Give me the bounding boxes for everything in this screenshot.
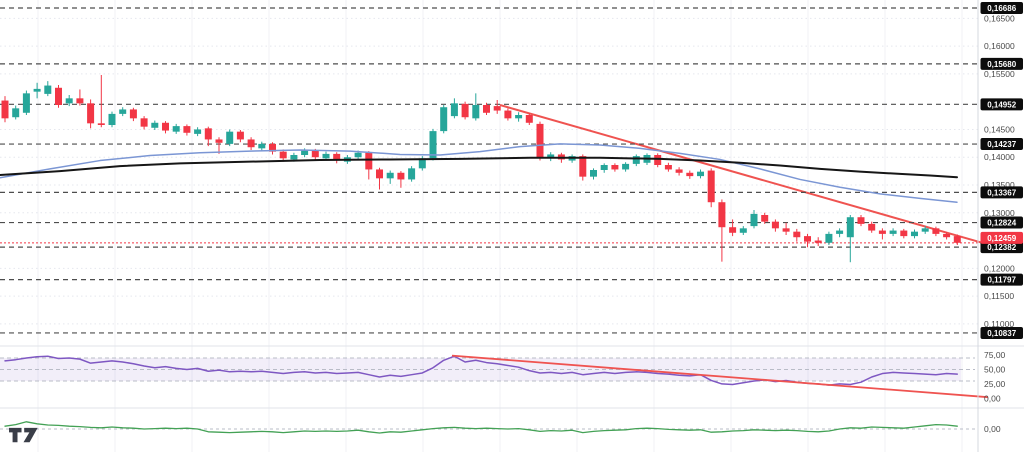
level-badge: 0,14952 [987, 100, 1016, 109]
tradingview-logo-mark [9, 427, 22, 443]
level-badge-bg [980, 186, 1023, 199]
rsi-axis-label: 50,00 [984, 365, 1006, 375]
level-badge-bg [980, 1, 1023, 14]
rsi-axis-label: 75,00 [984, 350, 1006, 360]
current-price-badge-bg [980, 231, 1023, 244]
price-panel [0, 17, 989, 325]
level-badge: 0,12382 [987, 243, 1016, 252]
rsi-trendline[interactable] [451, 354, 989, 399]
momentum-panel [0, 421, 975, 434]
price-axis-label: 0,14000 [984, 152, 1015, 162]
price-axis-label: 0,14500 [984, 124, 1015, 134]
level-badge: 0,14237 [987, 140, 1016, 149]
level-badge-bg [980, 273, 1023, 286]
level-badge: 0,12824 [987, 219, 1016, 228]
level-badge-bg [980, 57, 1023, 70]
price-axis-label: 0,16000 [984, 41, 1015, 51]
level-badge-bg [980, 241, 1023, 254]
level-badge: 0,16686 [987, 4, 1016, 13]
price-axis-label: 0,11500 [984, 291, 1014, 301]
rsi-axis-label: 25,00 [984, 379, 1006, 389]
rsi-band [0, 357, 961, 382]
price-axis-label: 0,16500 [984, 13, 1015, 23]
price-trendline[interactable] [499, 104, 989, 246]
level-badge-bg [980, 326, 1023, 339]
price-axis-label: 0,12000 [984, 263, 1015, 273]
tradingview-logo[interactable] [8, 427, 44, 444]
level-badge: 0,13367 [987, 188, 1016, 197]
current-price-badge: 0,12459 [987, 234, 1016, 243]
price-axis[interactable]: 0,16500 0,16000 0,15500 0,14500 0,14000 0,135… [980, 1, 1024, 434]
tradingview-logo-mark [23, 427, 38, 443]
momentum-axis-label: 0,00 [984, 424, 1001, 434]
level-badge: 0,10837 [987, 329, 1016, 338]
price-axis-label: 0,13000 [984, 208, 1015, 218]
level-badge-bg [980, 138, 1023, 151]
price-axis-label: 0,15500 [984, 69, 1015, 79]
support-resistance-levels [0, 7, 978, 334]
rsi-axis-label: 0,00 [984, 393, 1001, 403]
moving-averages [0, 143, 958, 203]
level-badge-bg [980, 216, 1023, 229]
level-badge: 0,15680 [987, 60, 1016, 69]
level-badge: 0,11797 [987, 276, 1016, 285]
candles-layer [1, 75, 961, 263]
price-axis-label: 0,11000 [984, 319, 1014, 329]
level-badge-bg [980, 98, 1023, 111]
rsi-panel [0, 354, 989, 399]
price-axis-label: 0,13500 [984, 180, 1015, 190]
